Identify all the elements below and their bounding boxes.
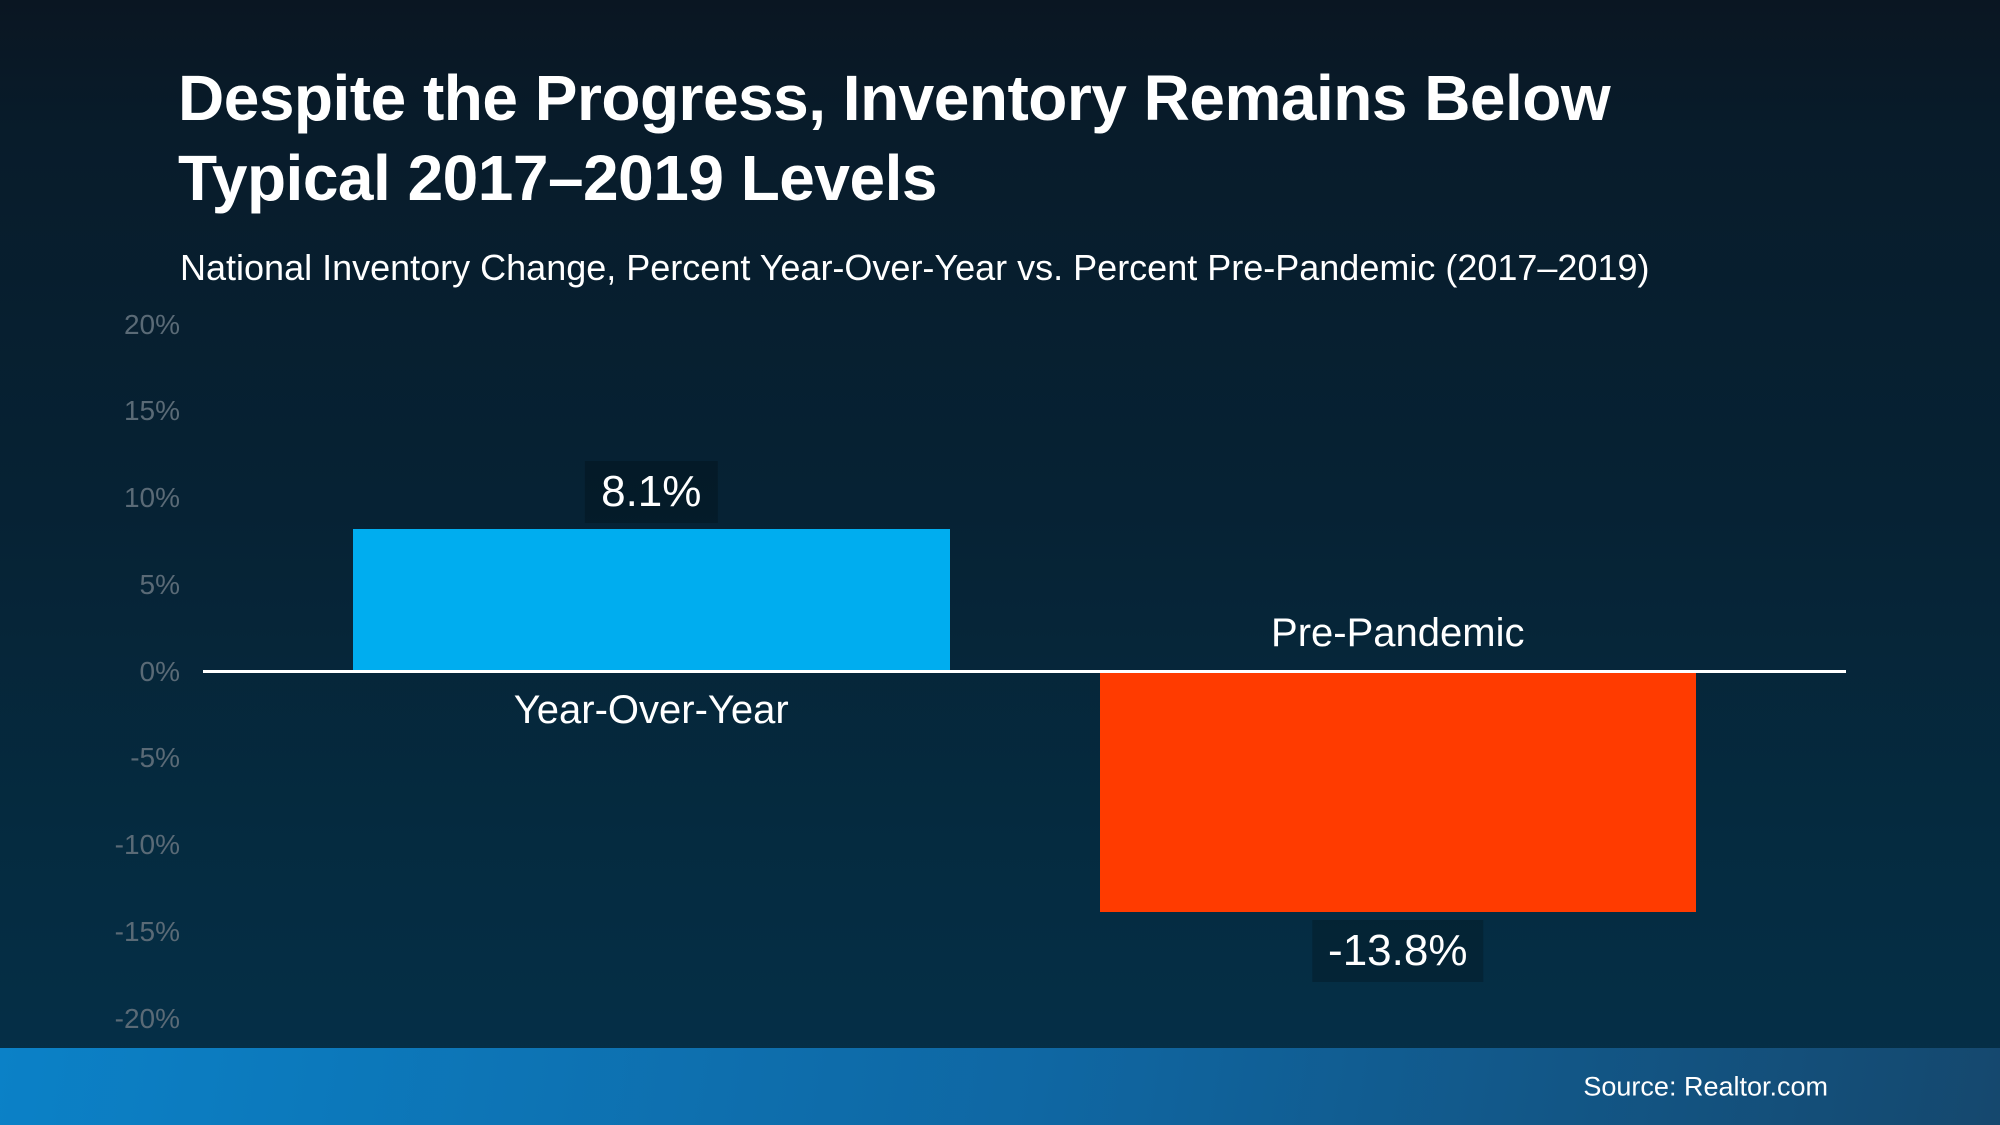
- chart-title-line2: Typical 2017–2019 Levels: [178, 142, 937, 214]
- value-label-pre-pandemic: -13.8%: [1312, 920, 1484, 983]
- y-axis-tick-label: -10%: [114, 829, 180, 860]
- bar-year-over-year: [353, 529, 950, 670]
- chart-subtitle: National Inventory Change, Percent Year-…: [180, 247, 1650, 288]
- y-axis-tick-label: 15%: [123, 395, 180, 427]
- y-axis-tick-label: 20%: [123, 308, 180, 340]
- y-axis-tick-label: -20%: [114, 1002, 180, 1034]
- category-label-pre-pandemic: Pre-Pandemic: [1271, 611, 1525, 655]
- y-axis-tick-label: -5%: [130, 742, 180, 774]
- category-label-year-over-year: Year-Over-Year: [513, 688, 789, 732]
- source-credit: Source: Realtor.com: [1583, 1071, 1828, 1101]
- y-axis-tick-label: 0%: [139, 655, 180, 687]
- y-axis-tick-label: 10%: [123, 482, 180, 513]
- y-axis-tick-label: -15%: [114, 915, 180, 947]
- footer-bar: Source: Realtor.com: [0, 1048, 2000, 1125]
- value-label-year-over-year: 8.1%: [585, 461, 718, 524]
- y-axis-tick-label: 5%: [139, 568, 180, 600]
- chart-title: Despite the Progress, Inventory Remains …: [178, 58, 1611, 218]
- bar-pre-pandemic: [1099, 673, 1696, 913]
- zero-axis-line: [203, 670, 1846, 673]
- chart-title-line1: Despite the Progress, Inventory Remains …: [178, 62, 1611, 134]
